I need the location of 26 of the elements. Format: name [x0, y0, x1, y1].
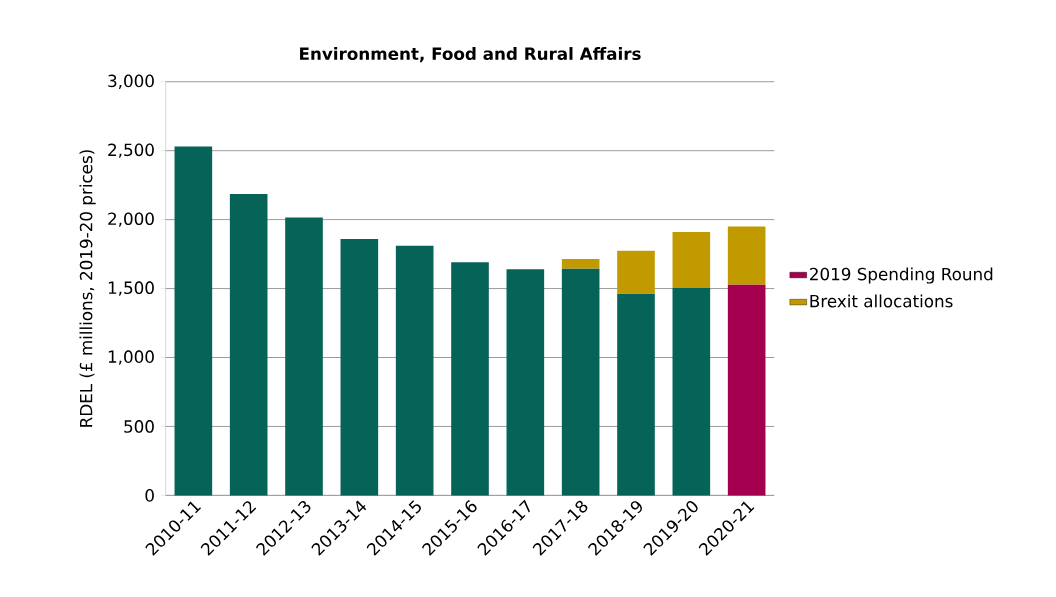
bar [174, 146, 213, 496]
bar [229, 194, 268, 496]
chart-title: Environment, Food and Rural Affairs [300, 47, 641, 63]
bar [506, 269, 545, 496]
y-axis-title: RDEL (£ millions, 2019-20 prices) [79, 150, 96, 427]
y-tick-label: 2,000 [108, 212, 154, 227]
y-tick-label: 2,500 [108, 143, 154, 158]
bar [561, 259, 600, 269]
y-tick-label: 0 [145, 489, 154, 502]
bar [285, 217, 323, 496]
bar [451, 262, 489, 496]
bar [617, 250, 655, 294]
bar [727, 226, 766, 285]
bar [340, 239, 379, 496]
y-tick-label: 1,000 [108, 350, 154, 365]
y-tick-label: 1,500 [108, 281, 154, 296]
legend-label: Brexit allocations [810, 294, 953, 308]
bar [395, 245, 434, 496]
bar [617, 293, 655, 496]
bar [672, 287, 711, 496]
y-tick-label: 500 [124, 420, 154, 433]
bar [727, 284, 766, 496]
bar [672, 232, 711, 288]
legend-label: 2019 Spending Round [810, 267, 993, 284]
bar [561, 268, 600, 496]
y-tick-label: 3,000 [108, 74, 154, 90]
